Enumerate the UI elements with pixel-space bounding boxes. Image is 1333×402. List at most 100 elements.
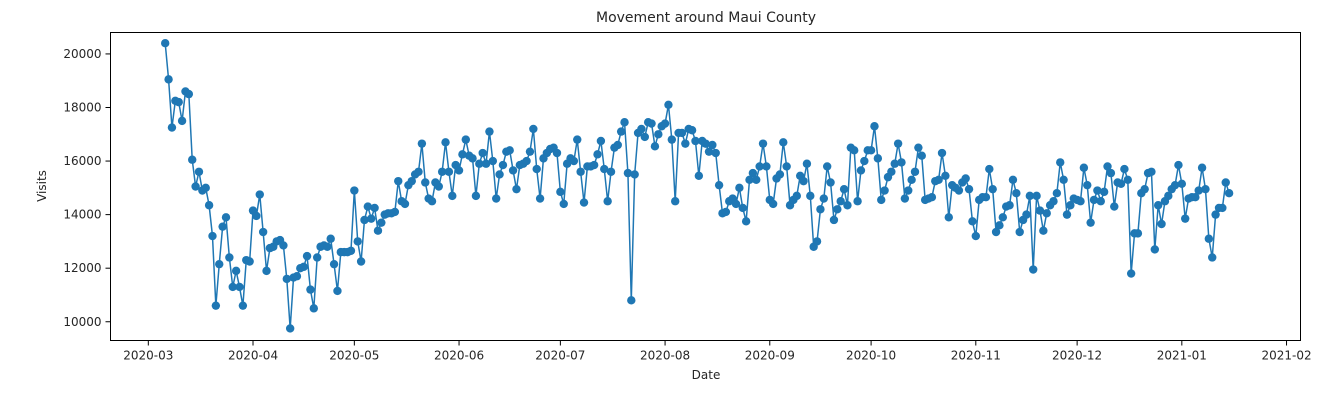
data-point <box>1032 191 1041 201</box>
data-point <box>910 167 920 176</box>
data-point <box>552 148 562 158</box>
data-point <box>417 139 427 148</box>
data-point <box>1208 253 1217 262</box>
data-point <box>184 89 194 99</box>
data-point <box>677 128 687 138</box>
data-point <box>741 217 751 226</box>
data-point <box>215 259 224 269</box>
data-point <box>1201 184 1210 194</box>
data-point <box>762 162 771 171</box>
data-point <box>211 301 221 310</box>
data-point <box>512 184 521 194</box>
data-point <box>400 199 410 209</box>
x-tick-label: 2020-04 <box>228 349 278 363</box>
data-point <box>637 124 646 134</box>
x-tick-label: 2020-03 <box>123 349 173 363</box>
data-point <box>1191 193 1200 202</box>
data-point <box>421 178 430 187</box>
data-point <box>613 140 622 150</box>
data-point <box>576 167 585 176</box>
data-point <box>390 207 400 217</box>
data-point <box>1042 209 1051 218</box>
data-point <box>819 194 829 203</box>
data-point <box>231 266 241 276</box>
data-point <box>1005 201 1014 210</box>
y-tick-label: 10000 <box>63 315 101 329</box>
data-point <box>603 197 612 206</box>
data-point <box>279 241 288 250</box>
data-point <box>904 186 913 195</box>
data-point <box>991 227 1001 237</box>
data-point <box>495 170 504 179</box>
data-point <box>221 213 231 222</box>
data-point <box>623 168 633 178</box>
data-point <box>508 166 518 175</box>
data-point <box>826 178 835 187</box>
data-point <box>1224 189 1234 198</box>
data-point <box>944 213 953 222</box>
x-tick-label: 2020-08 <box>640 349 690 363</box>
data-point <box>1079 163 1089 172</box>
x-tick-label: 2021-01 <box>1157 349 1207 363</box>
data-point <box>927 193 937 202</box>
x-tick-label: 2020-10 <box>846 349 896 363</box>
data-point <box>448 191 457 201</box>
data-point <box>201 183 210 193</box>
data-point <box>593 150 602 159</box>
data-point <box>161 39 170 48</box>
data-point <box>681 139 690 148</box>
data-point <box>481 159 491 168</box>
data-point <box>491 194 501 203</box>
series-line <box>164 43 1230 329</box>
data-point <box>1093 186 1102 195</box>
data-point <box>1204 234 1214 243</box>
x-tick-label: 2020-12 <box>1052 349 1102 363</box>
chart-title: Movement around Maui County <box>596 10 816 26</box>
data-point <box>407 176 416 186</box>
data-point <box>1120 164 1129 174</box>
data-point <box>775 170 785 179</box>
data-point <box>900 194 910 203</box>
data-point <box>485 127 494 136</box>
data-point <box>468 154 477 163</box>
data-point <box>640 132 650 142</box>
data-point <box>1029 265 1038 274</box>
data-point <box>218 222 227 231</box>
data-point <box>596 136 606 146</box>
data-point <box>1218 203 1227 213</box>
data-point <box>1086 218 1095 227</box>
data-point <box>934 175 943 184</box>
x-axis: 2020-03 2020-04 2020-05 2020-06 2020-07 2020-… <box>123 340 1312 363</box>
data-point <box>768 199 778 209</box>
data-point <box>711 148 720 158</box>
data-point <box>1066 201 1075 210</box>
data-point <box>309 304 319 313</box>
data-point <box>877 195 886 205</box>
data-point <box>559 199 568 209</box>
data-point <box>333 286 342 296</box>
data-point <box>427 197 437 206</box>
data-point <box>687 126 697 135</box>
data-point <box>208 231 217 241</box>
data-point <box>907 175 916 184</box>
data-point <box>897 158 906 167</box>
data-point <box>1153 201 1163 210</box>
data-point <box>1015 227 1024 237</box>
data-point <box>782 162 791 171</box>
data-point <box>1099 187 1109 197</box>
data-point <box>1126 269 1136 278</box>
data-point <box>498 160 508 170</box>
data-point <box>346 246 356 255</box>
data-point <box>654 130 663 139</box>
data-point <box>434 182 443 191</box>
data-point <box>1140 184 1149 194</box>
x-tick-label: 2020-09 <box>745 349 795 363</box>
data-point <box>660 119 670 128</box>
data-point <box>225 253 234 262</box>
data-point <box>437 167 447 176</box>
x-axis-label: Date <box>692 368 721 382</box>
data-point <box>394 176 403 186</box>
data-point <box>323 242 332 251</box>
data-point <box>1025 191 1035 201</box>
data-point <box>738 203 747 213</box>
